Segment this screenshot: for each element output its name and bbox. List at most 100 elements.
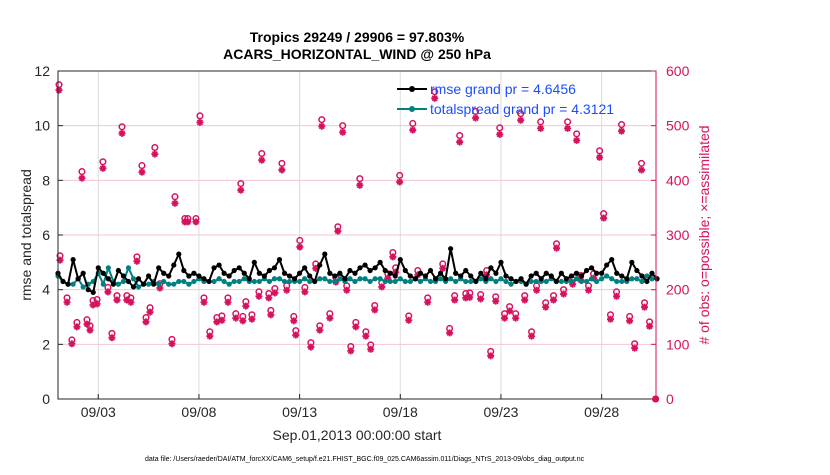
obs-assimilated-marker: [347, 347, 355, 355]
spread-point: [352, 278, 358, 285]
spread-point: [297, 278, 303, 285]
rmse-point: [528, 273, 534, 279]
obs-assimilated-marker: [431, 94, 439, 102]
spread-point: [216, 276, 222, 282]
rmse-point: [140, 281, 147, 287]
obs-assimilated-marker: [352, 323, 360, 331]
obs-assimilated-marker: [78, 174, 86, 182]
rmse-point: [251, 259, 257, 265]
y-right-tick-label: 500: [666, 118, 690, 134]
spread-point: [634, 276, 640, 282]
obs-possible-marker: [396, 171, 404, 179]
obs-assimilated-marker: [258, 156, 266, 164]
spread-point: [105, 265, 111, 271]
rmse-point: [317, 262, 323, 268]
spread-point: [307, 278, 313, 285]
rmse-point: [186, 273, 192, 279]
obs-assimilated-marker: [151, 150, 159, 158]
spread-point: [498, 276, 504, 282]
spread-point: [463, 278, 469, 285]
obs-assimilated-marker: [271, 289, 279, 297]
obs-assimilated-marker: [564, 124, 572, 132]
y-right-tick-label: 400: [666, 172, 690, 188]
rmse-point: [80, 270, 86, 276]
obs-assimilated-marker: [528, 332, 536, 340]
series-lines: [55, 246, 660, 295]
legend-spread-label: totalspread grand pr = 4.3121: [430, 101, 614, 117]
obs-assimilated-marker: [451, 296, 459, 304]
spread-point: [357, 276, 363, 282]
rmse-point: [322, 251, 328, 257]
spread-point: [347, 276, 353, 282]
obs-possible-marker: [456, 131, 464, 140]
obs-assimilated-marker: [123, 296, 131, 304]
rmse-point: [266, 267, 273, 274]
obs-assimilated-marker: [127, 298, 135, 306]
rmse-point: [307, 273, 313, 279]
obs-assimilated-marker: [613, 292, 621, 300]
rmse-point: [422, 273, 429, 279]
spread-point: [276, 276, 283, 282]
rmse-point: [629, 259, 635, 265]
rmse-point: [332, 273, 338, 279]
obs-assimilated-marker: [606, 315, 614, 323]
obs-possible-marker: [356, 175, 364, 183]
obs-assimilated-marker: [409, 126, 417, 134]
obs-possible-marker: [171, 193, 179, 201]
obs-assimilated-marker: [113, 296, 121, 304]
spread-point: [533, 278, 539, 285]
ticks: 09/03 09/08 09/13 09/18 09/23 09/280100200300…: [34, 63, 689, 420]
obs-assimilated-marker: [248, 315, 256, 323]
obs-assimilated-marker: [496, 130, 504, 138]
obs-assimilated-marker: [118, 129, 126, 137]
spread-point: [135, 284, 142, 290]
spread-point: [578, 278, 585, 285]
rmse-point: [201, 276, 207, 282]
obs-assimilated-marker: [142, 318, 150, 326]
rmse-point: [196, 273, 202, 279]
spread-point: [332, 278, 338, 285]
obs-possible-marker: [151, 143, 159, 152]
rmse-point: [327, 270, 333, 276]
rmse-point: [437, 270, 444, 276]
obs-assimilated-marker: [267, 311, 275, 319]
spread-point: [70, 281, 76, 287]
spread-point: [528, 278, 534, 285]
spread-point: [120, 278, 127, 285]
rmse-point: [191, 270, 197, 276]
obs-assimilated-marker: [367, 345, 375, 353]
x-tick-label: 09/03: [81, 404, 116, 420]
obs-assimilated-marker: [384, 274, 392, 282]
obs-assimilated-marker: [343, 286, 351, 294]
y-tick-label: 0: [42, 391, 50, 407]
obs-assimilated-marker: [506, 307, 514, 315]
spread-point: [573, 276, 580, 282]
rmse-point: [578, 273, 585, 279]
rmse-point: [609, 257, 615, 263]
rmse-point: [362, 262, 368, 268]
obs-assimilated-marker: [312, 264, 320, 272]
x-tick-label: 09/18: [383, 404, 418, 420]
obs-assimilated-marker: [638, 166, 646, 174]
obs-assimilated-marker: [542, 303, 550, 311]
rmse-point: [634, 267, 640, 274]
spread-point: [125, 265, 132, 271]
spread-point: [493, 278, 499, 285]
rmse-point: [146, 273, 152, 279]
obs-assimilated-marker: [89, 301, 97, 309]
spread-point: [171, 281, 177, 287]
obs-assimilated-marker: [146, 308, 154, 316]
rmse-point: [357, 265, 363, 271]
legend: rmse grand pr = 4.6456 totalspread grand…: [397, 81, 614, 117]
rmse-point: [241, 270, 247, 276]
obs-possible-marker: [78, 168, 86, 176]
obs-assimilated-marker: [318, 122, 326, 130]
spread-point: [629, 276, 635, 282]
obs-possible-marker: [618, 121, 626, 129]
spread-point: [488, 276, 494, 282]
obs-assimilated-marker: [472, 114, 480, 122]
y-right-tick-label: 300: [666, 227, 690, 243]
obs-possible-marker: [118, 123, 126, 131]
rmse-point: [407, 273, 413, 279]
rmse-point: [448, 246, 454, 252]
